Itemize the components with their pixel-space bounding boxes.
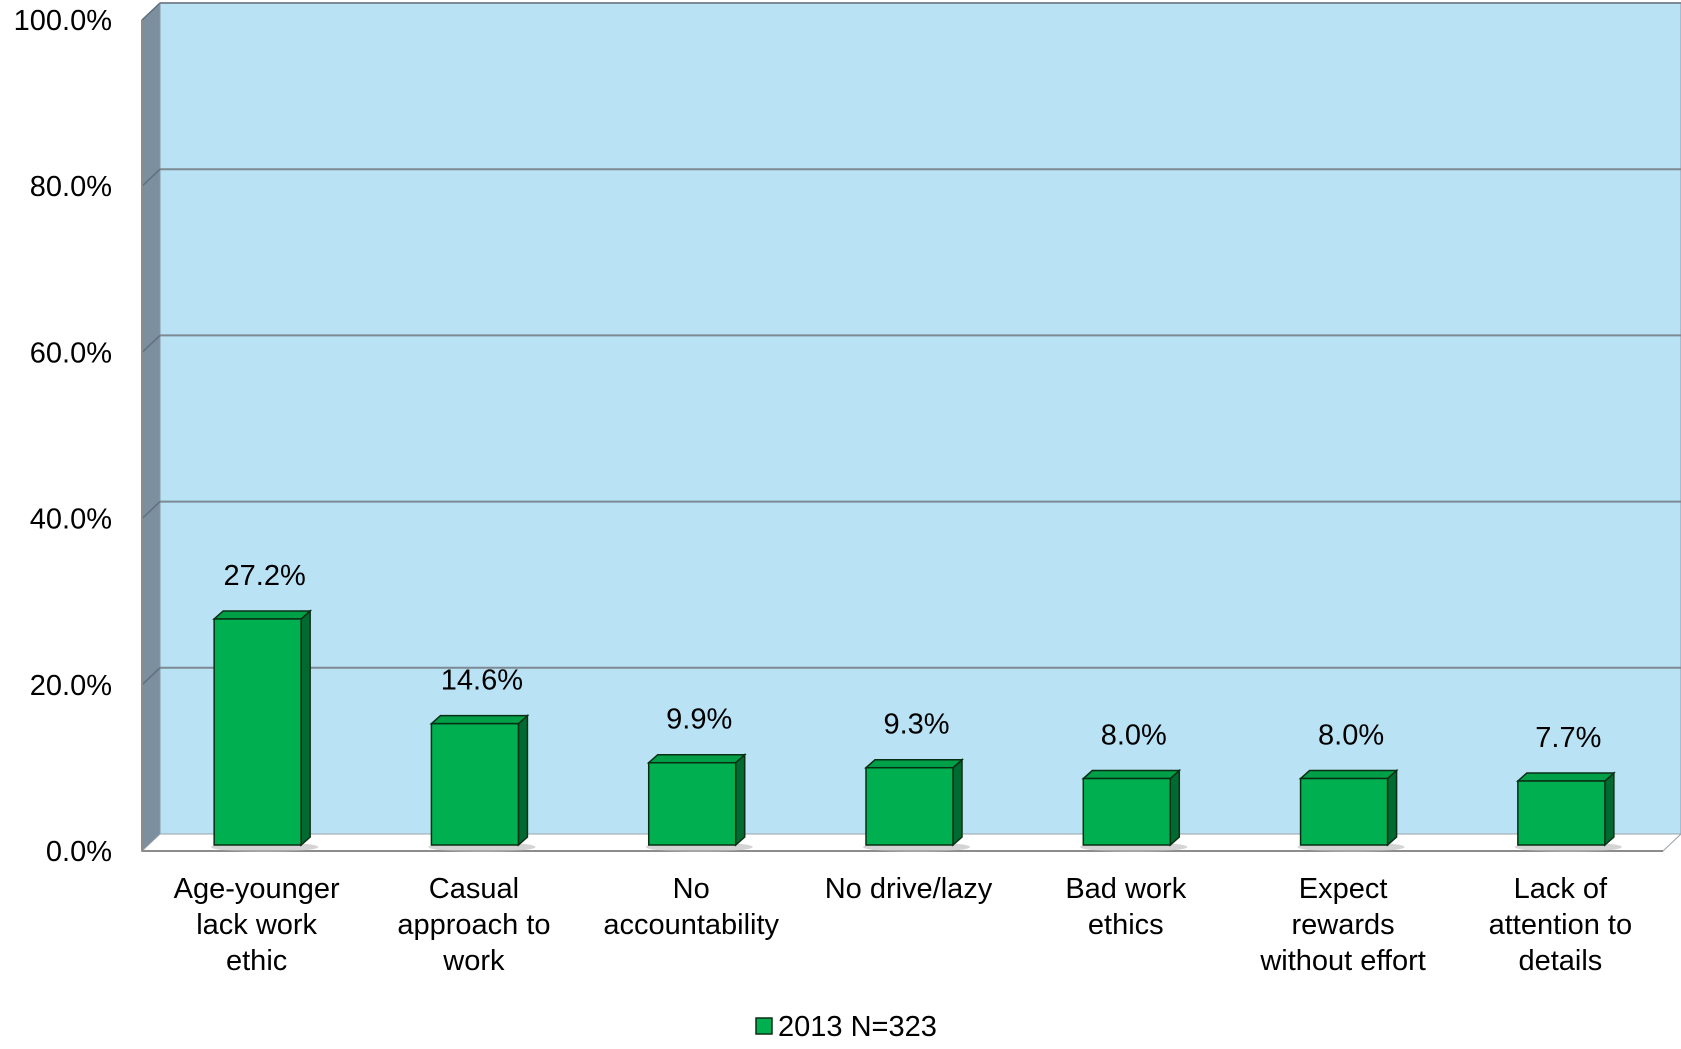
bar-top bbox=[212, 610, 313, 620]
bar bbox=[1080, 768, 1188, 852]
bar-front bbox=[430, 722, 520, 846]
bar-top bbox=[429, 714, 530, 725]
x-tick-label: Bad work ethics bbox=[1065, 873, 1186, 941]
y-tick-label: 60.0% bbox=[30, 337, 112, 369]
bar-side bbox=[734, 753, 746, 847]
y-tick-label: 20.0% bbox=[30, 670, 112, 702]
bar-side bbox=[952, 758, 963, 847]
x-tick-label: Age-younger lack work ethic bbox=[174, 873, 340, 977]
bar-side bbox=[1169, 768, 1181, 847]
bar bbox=[1514, 771, 1622, 852]
bar-front bbox=[865, 766, 954, 846]
data-label: 8.0% bbox=[1318, 720, 1384, 752]
x-tick-label: Lack of attention to details bbox=[1489, 873, 1633, 977]
gridline-side bbox=[141, 334, 161, 353]
legend: 2013 N=323 bbox=[755, 1011, 937, 1043]
gridline-side bbox=[141, 2, 161, 21]
bar bbox=[645, 753, 753, 852]
y-tick-label: 80.0% bbox=[30, 171, 112, 203]
bar-side bbox=[300, 609, 311, 847]
bar-side bbox=[517, 714, 529, 847]
bar-top bbox=[646, 753, 747, 764]
data-label: 8.0% bbox=[1101, 720, 1167, 752]
chart-side-wall bbox=[141, 1, 161, 853]
x-tick-label: No drive/lazy bbox=[825, 873, 993, 905]
gridline-side bbox=[141, 667, 161, 686]
gridline-side bbox=[141, 168, 161, 187]
bar bbox=[863, 758, 970, 852]
bar-front bbox=[647, 761, 737, 846]
bar-top bbox=[1298, 769, 1399, 780]
y-tick-label: 0.0% bbox=[46, 836, 112, 868]
x-tick-label: Expect rewards without effort bbox=[1259, 873, 1426, 977]
bar-top bbox=[1515, 772, 1616, 782]
x-tick-label: Casual approach to work bbox=[397, 873, 550, 977]
bar-side bbox=[1386, 768, 1398, 847]
bar bbox=[428, 714, 536, 852]
data-label: 9.9% bbox=[666, 704, 732, 736]
x-tick-label: No accountability bbox=[603, 873, 779, 941]
legend-label: 2013 N=323 bbox=[778, 1011, 937, 1043]
data-label: 9.3% bbox=[883, 709, 949, 741]
y-tick-label: 100.0% bbox=[14, 5, 112, 37]
bar-front bbox=[1517, 780, 1606, 846]
bar bbox=[1297, 768, 1405, 852]
legend-swatch bbox=[755, 1017, 773, 1035]
chart-plot-area bbox=[159, 2, 1681, 835]
bar-front bbox=[1299, 777, 1389, 846]
bar-top bbox=[1081, 769, 1182, 780]
bar bbox=[211, 609, 319, 852]
data-label: 7.7% bbox=[1535, 722, 1601, 754]
gridline-side bbox=[141, 501, 161, 520]
data-label: 27.2% bbox=[224, 560, 306, 592]
bar-side bbox=[1604, 771, 1615, 847]
data-label: 14.6% bbox=[441, 665, 523, 697]
bar-front bbox=[213, 618, 302, 846]
bar-front bbox=[1082, 777, 1172, 846]
bar-top bbox=[864, 758, 964, 769]
y-tick-label: 40.0% bbox=[30, 504, 112, 536]
